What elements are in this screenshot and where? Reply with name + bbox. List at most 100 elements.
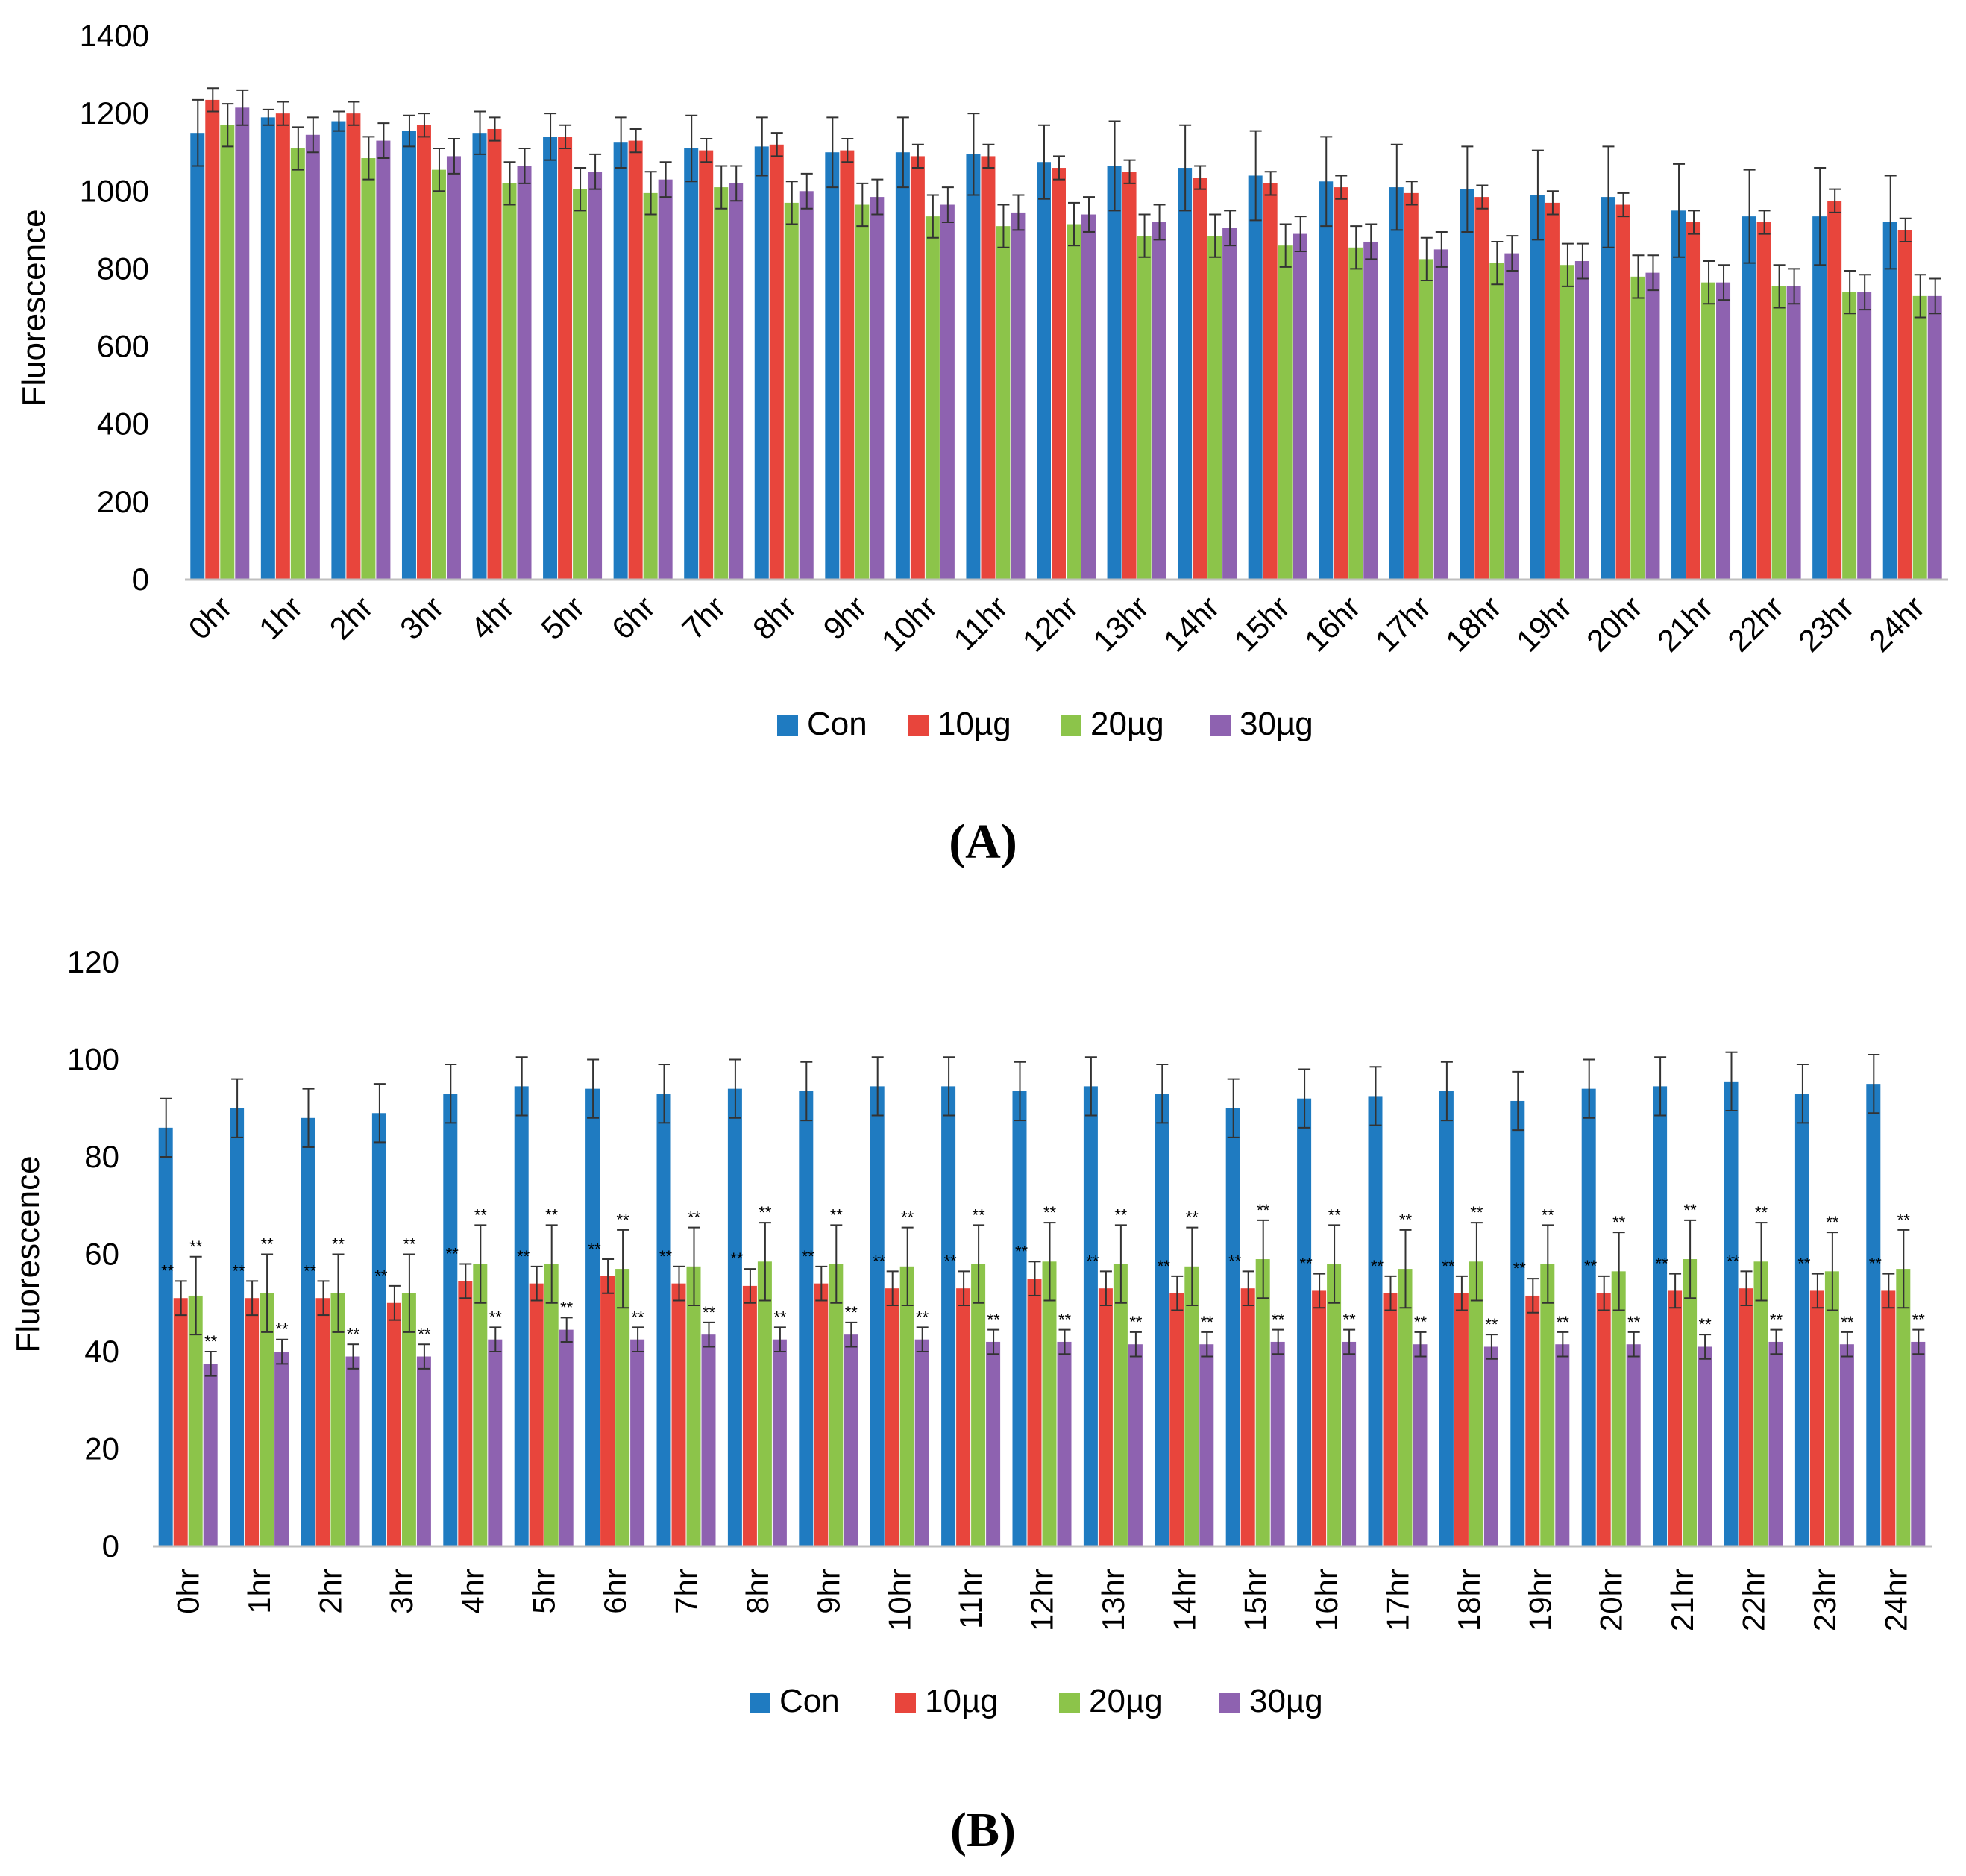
bar-a-3-19 [1574,261,1589,580]
bar-a-3-18 [1504,253,1519,580]
x-tick-label: 10hr [875,589,944,659]
bar-b-1-17 [1383,1293,1398,1546]
bar-b-2-14 [1184,1266,1199,1546]
significance-marker: ** [1755,1203,1768,1222]
bar-b-2-7 [686,1266,701,1546]
significance-marker: ** [517,1247,530,1266]
significance-marker: ** [688,1208,701,1227]
significance-marker: ** [1485,1315,1498,1334]
legend-label: 10µg [925,1683,999,1719]
legend-label: Con [807,706,867,742]
bar-b-1-15 [1240,1288,1255,1546]
chart-a: 0 200 400 600 800 1000 1200 1400 Fluorescence 0hr… [16,18,1948,869]
bar-b-2-21 [1683,1259,1698,1546]
bar-b-2-12 [1042,1261,1057,1546]
significance-marker: ** [1272,1311,1285,1329]
y-tick-label: 400 [97,407,149,442]
chart-b: 0 20 40 60 80 100 120 Fluorescence ** ** ** ** ** ** *… [10,944,1932,1857]
x-tick-label: 13hr [1096,1569,1131,1631]
y-tick-label: 0 [102,1528,119,1563]
significance-marker: ** [489,1308,503,1326]
significance-marker: ** [304,1261,317,1280]
bar-b-1-20 [1596,1293,1611,1546]
bar-a-0-15 [1248,175,1263,580]
significance-marker: ** [1797,1255,1811,1273]
bar-a-1-13 [1122,172,1137,580]
bar-a-2-2 [361,158,376,580]
y-tick-label: 20 [84,1431,119,1466]
significance-marker: ** [1897,1211,1911,1229]
bar-a-0-4 [472,133,487,580]
x-tick-label: 20hr [1594,1569,1629,1631]
legend-swatch [908,715,929,736]
significance-marker: ** [1557,1313,1570,1331]
significance-marker: ** [474,1205,488,1224]
legend-label: Con [779,1683,840,1719]
bar-b-0-15 [1225,1108,1240,1546]
bar-a-3-23 [1857,292,1872,580]
y-tick-label: 40 [84,1334,119,1369]
bar-b-3-15 [1270,1341,1285,1546]
bar-a-0-20 [1601,197,1615,580]
significance-marker: ** [1371,1257,1384,1276]
x-tick-label: 1hr [252,589,309,646]
bar-b-0-10 [870,1086,885,1546]
significance-marker: ** [332,1235,345,1254]
x-tick-label: 5hr [527,1569,562,1614]
bar-a-2-22 [1771,286,1786,580]
bar-a-3-21 [1716,282,1731,580]
legend-swatch [1210,715,1231,736]
bar-a-2-19 [1560,265,1574,580]
significance-marker: ** [1328,1205,1342,1224]
x-tick-label: 6hr [597,1569,632,1614]
y-tick-label: 800 [97,251,149,286]
bar-a-1-15 [1263,183,1278,580]
significance-marker: ** [588,1240,602,1258]
y-tick-label: 1400 [80,18,149,53]
bar-a-1-22 [1756,222,1771,580]
significance-marker: ** [1186,1208,1199,1227]
bar-b-3-18 [1483,1346,1498,1546]
x-tick-label: 22hr [1736,1569,1771,1631]
significance-marker: ** [161,1261,175,1280]
significance-marker: ** [703,1303,716,1322]
bar-a-1-11 [981,156,996,580]
significance-marker: ** [261,1235,274,1254]
y-tick-label: 1200 [80,95,149,131]
bar-a-3-3 [446,156,461,580]
bar-a-1-12 [1052,168,1066,580]
significance-marker: ** [446,1245,459,1264]
bar-b-1-14 [1169,1293,1184,1546]
bar-a-2-3 [431,169,446,580]
bar-b-2-8 [757,1261,772,1546]
bar-b-2-23 [1824,1271,1839,1546]
x-tick-label: 19hr [1510,589,1579,659]
x-tick-label: 23hr [1807,1569,1842,1631]
bar-a-0-1 [260,117,275,580]
bar-a-1-1 [275,113,290,580]
bar-a-2-13 [1137,236,1152,580]
bar-a-1-6 [628,140,643,580]
bar-a-3-15 [1293,233,1307,580]
bar-a-3-1 [305,134,320,580]
bar-a-0-3 [401,131,416,580]
significance-marker: ** [276,1320,289,1339]
bar-a-3-22 [1786,286,1801,580]
bar-b-1-8 [742,1285,757,1546]
bar-a-0-12 [1037,162,1051,580]
bar-b-3-5 [559,1329,574,1546]
bar-a-0-7 [684,148,699,580]
bar-a-3-4 [517,166,532,580]
x-tick-label: 3hr [384,1569,419,1614]
bar-b-2-9 [829,1264,844,1546]
bar-b-1-3 [386,1302,401,1546]
bar-a-2-6 [643,192,658,580]
x-tick-label: 13hr [1086,589,1155,659]
bar-b-1-10 [885,1288,899,1546]
legend-label: 30µg [1240,706,1313,742]
bar-a-2-17 [1419,259,1433,580]
bar-b-0-18 [1439,1091,1454,1546]
x-tick-label: 6hr [605,589,662,646]
x-tick-label: 15hr [1227,589,1296,659]
bar-a-0-9 [825,152,840,580]
